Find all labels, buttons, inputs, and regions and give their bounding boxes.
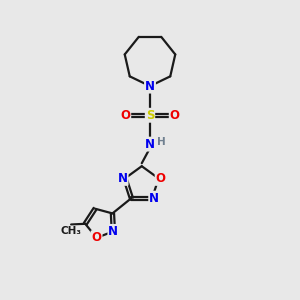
Text: S: S [146, 109, 154, 122]
Text: N: N [145, 138, 155, 151]
Text: N: N [118, 172, 128, 185]
Text: N: N [149, 192, 159, 205]
Text: O: O [156, 172, 166, 185]
Text: O: O [120, 109, 130, 122]
Text: N: N [108, 225, 118, 238]
Text: O: O [92, 231, 101, 244]
Text: O: O [170, 109, 180, 122]
Text: H: H [158, 137, 166, 147]
Text: CH₃: CH₃ [61, 226, 82, 236]
Text: N: N [145, 80, 155, 93]
